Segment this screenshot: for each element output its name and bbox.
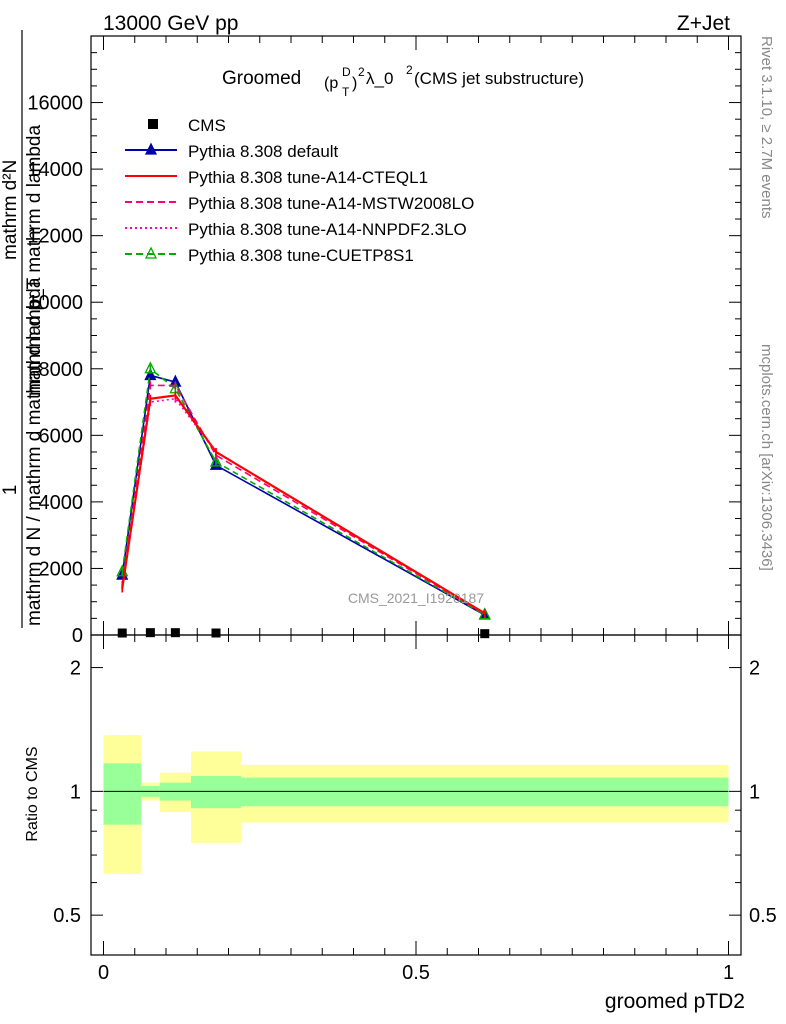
cms-data-point [211,628,221,638]
y-axis-label-main: mathrm d²N mathrm d p_T mathrm d lambda … [0,30,45,628]
legend: CMS Pythia 8.308 default Pythia 8.308 tune… [125,116,474,265]
y-tick-label: 4000 [39,492,84,514]
ratio-panel: 0 0.5 1 0.5 0.5 1 1 2 2 [53,634,777,984]
title-pt-sub: T [342,85,350,99]
ratio-frame [90,634,742,956]
title-prefix: Groomed [222,68,301,89]
title-suffix: (CMS jet substructure) [414,69,584,88]
y-tick-label: 0 [72,625,83,647]
y-tick-label: 10000 [27,292,83,314]
y-tick-label: 16000 [27,93,83,115]
series-line-0 [121,374,486,616]
legend-marker [144,246,158,259]
legend-entry-3: Pythia 8.308 tune-A14-MSTW2008LO [125,194,474,213]
legend-marker [144,142,158,155]
y-tick-label: 2000 [39,558,84,580]
cms-data-point [117,628,127,638]
series-marker-4 [478,607,491,620]
title-lambda: λ_0 [366,69,393,88]
ratio-y-tick-label: 1 [70,781,81,803]
y-tick-label: 12000 [27,226,83,248]
legend-label: Pythia 8.308 tune-A14-NNPDF2.3LO [188,220,467,239]
series-marker-0 [144,367,157,381]
ylabel-line1b: mathrm d p_T mathrm d lambda [24,125,45,396]
series-line-1 [121,394,486,615]
legend-marker-cms [148,119,158,129]
watermark: CMS_2021_I1920187 [348,590,484,606]
ylabel-one: 1 [0,485,21,496]
header-right: Z+Jet [677,12,730,35]
legend-entry-1: Pythia 8.308 default [125,142,339,161]
y-tick-label: 8000 [39,359,84,381]
ylabel-line2: mathrm d N / mathrm d mathrm d lambda [24,277,45,626]
ratio-y-tick-label: 0.5 [53,905,81,927]
chart-title: Groomed (p D T ) 2 λ_0 2 (CMS jet substr… [222,63,584,99]
legend-entry-5: Pythia 8.308 tune-CUETP8S1 [125,246,414,265]
ratio-y-tick-label-right: 2 [749,658,760,680]
title-pt-close: ) [352,75,357,92]
legend-label: CMS [188,116,226,135]
rivet-label: Rivet 3.1.10, ≥ 2.7M events [758,36,775,219]
legend-label: Pythia 8.308 tune-CUETP8S1 [188,246,414,265]
ratio-stat-band-4 [241,777,729,807]
x-tick-label: 0.5 [402,962,430,984]
y-tick-label: 6000 [39,425,84,447]
title-pt-sup: D [342,65,351,79]
x-tick-label: 0 [98,962,109,984]
mcplots-label: mcplots.cern.ch [arXiv:1306.3436] [758,344,775,571]
ratio-stat-band-0 [103,763,141,825]
cms-data-point [170,628,180,638]
legend-entry-4: Pythia 8.308 tune-A14-NNPDF2.3LO [125,220,467,239]
y-tick-label: 14000 [27,159,83,181]
title-pt: (p [324,75,338,92]
series-line-4 [121,367,486,616]
title-pt-pow: 2 [358,65,365,79]
header-left: 13000 GeV pp [103,12,238,35]
x-axis-label: groomed pTD2 [605,990,745,1013]
ratio-y-tick-label-right: 0.5 [749,905,777,927]
legend-label: Pythia 8.308 tune-A14-CTEQL1 [188,168,428,187]
ylabel-line1: mathrm d²N [0,160,21,260]
y-axis-label-ratio: Ratio to CMS [24,746,41,841]
series-marker-4 [144,361,157,374]
ratio-stat-band-3 [191,775,241,809]
title-lambda-pow: 2 [406,63,413,77]
ratio-y-tick-label-right: 1 [749,781,760,803]
legend-label: Pythia 8.308 tune-A14-MSTW2008LO [188,194,474,213]
legend-label: Pythia 8.308 default [188,142,339,161]
cms-data-point [480,629,490,639]
legend-entry-2: Pythia 8.308 tune-A14-CTEQL1 [125,168,428,187]
ratio-y-tick-label: 2 [70,658,81,680]
x-tick-label: 1 [723,962,734,984]
legend-entry-0: CMS [148,116,226,135]
cms-data-point [145,628,155,638]
series-marker-4 [209,454,223,467]
